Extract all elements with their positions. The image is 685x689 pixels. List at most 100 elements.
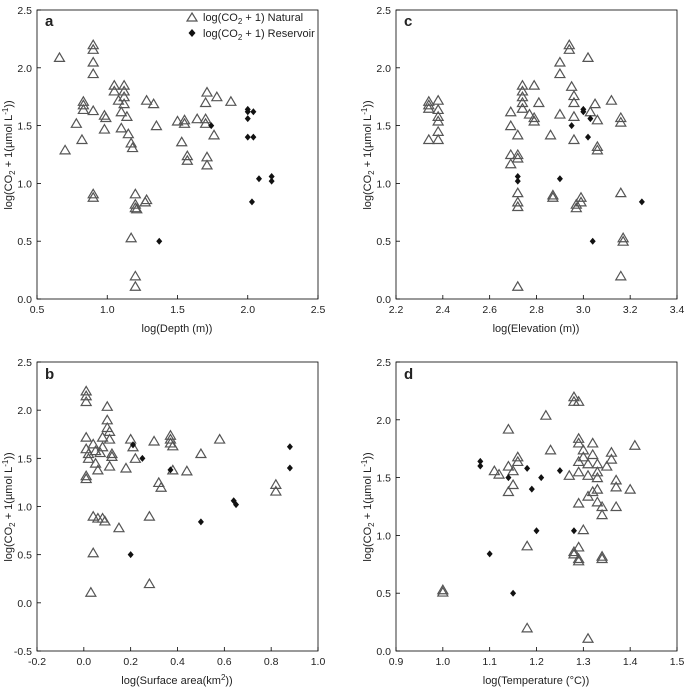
x-tick-label: 0.2 [123, 656, 138, 668]
natural-point [70, 117, 83, 128]
natural-point [511, 148, 524, 160]
natural-point [87, 438, 100, 449]
natural-point [546, 191, 559, 202]
reservoir-point [477, 462, 484, 470]
x-tick-label: 2.8 [529, 304, 544, 316]
natural-point [115, 106, 128, 117]
reservoir-point [486, 550, 493, 558]
x-tick-label: 3.2 [623, 304, 638, 316]
reservoir-point [139, 454, 146, 462]
reservoir-point [248, 198, 255, 206]
natural-point [605, 94, 618, 105]
natural-point [596, 550, 609, 561]
natural-point [422, 133, 435, 145]
y-tick-label: 2.0 [376, 415, 391, 427]
natural-point [118, 97, 131, 109]
natural-point [139, 196, 152, 207]
natural-point [502, 423, 515, 434]
natural-point [129, 198, 142, 209]
natural-point [166, 440, 179, 451]
y-tick-label: 0.0 [376, 646, 391, 658]
natural-point [118, 91, 131, 102]
natural-point [521, 622, 534, 633]
natural-point [191, 112, 204, 124]
natural-point [125, 232, 138, 243]
natural-point [504, 158, 517, 169]
natural-point [511, 200, 524, 212]
natural-point [143, 510, 156, 521]
natural-point [605, 446, 618, 457]
panel-letter: d [404, 366, 413, 383]
natural-point [436, 584, 449, 595]
x-tick-label: 0.0 [77, 656, 92, 668]
natural-point [523, 108, 536, 119]
natural-point [80, 385, 93, 396]
reservoir-point [268, 177, 275, 185]
natural-point [118, 85, 131, 96]
x-tick-label: 2.4 [436, 304, 451, 316]
natural-point [129, 280, 142, 291]
natural-point [553, 67, 566, 79]
natural-point [87, 510, 100, 521]
y-tick-label: 1.0 [376, 178, 391, 190]
natural-point [180, 465, 193, 476]
natural-point [581, 458, 595, 469]
natural-point [436, 586, 449, 597]
natural-point [80, 472, 93, 484]
reservoir-point [528, 485, 535, 493]
y-tick-label: 0.5 [376, 236, 391, 248]
natural-point [591, 114, 604, 125]
natural-point [207, 129, 221, 140]
panel-d: d log(Temperature (°C)) log(CO2 + 1(µmol… [360, 357, 684, 687]
y-tick-label: 1.5 [376, 121, 391, 133]
natural-point [624, 483, 637, 494]
reservoir-point [556, 175, 563, 183]
natural-point [504, 119, 517, 131]
natural-point [181, 154, 194, 165]
y-tick-label: 1.0 [17, 178, 32, 190]
natural-point [584, 106, 597, 117]
natural-point [617, 232, 630, 243]
panel-c: c log(Elevation (m)) log(CO2 + 1(µmol L-… [360, 5, 684, 335]
natural-point [567, 133, 581, 145]
natural-point [574, 191, 588, 202]
reservoir-point [524, 464, 531, 472]
natural-point [103, 460, 116, 471]
reservoir-point [244, 108, 251, 116]
natural-point [507, 464, 520, 476]
natural-point [572, 395, 585, 406]
reservoir-point [244, 133, 251, 141]
natural-point [140, 94, 153, 105]
natural-point [614, 186, 627, 198]
natural-point [572, 552, 585, 564]
y-tick-label: 2.5 [376, 357, 391, 369]
natural-point [504, 106, 517, 117]
y-tick-label: 2.5 [376, 5, 391, 17]
reservoir-point [167, 466, 174, 474]
natural-point [614, 270, 627, 281]
natural-point [82, 452, 95, 463]
natural-point [581, 469, 595, 480]
reservoir-point [570, 527, 577, 535]
reservoir-point [514, 177, 521, 185]
natural-point [591, 466, 604, 477]
natural-point [563, 469, 576, 480]
natural-point [77, 99, 90, 110]
natural-point [118, 79, 131, 90]
reservoir-point [156, 237, 163, 245]
natural-point [87, 56, 100, 67]
y-tick-label: 2.5 [17, 357, 32, 369]
natural-point [572, 497, 585, 508]
plot-frame [36, 9, 319, 300]
natural-point [600, 460, 613, 471]
natural-point [516, 91, 529, 102]
natural-point [577, 444, 590, 455]
natural-point [528, 115, 541, 126]
natural-point [596, 508, 609, 520]
natural-point [80, 469, 93, 481]
natural-point [567, 548, 581, 559]
natural-point [122, 128, 135, 139]
natural-point [147, 97, 160, 109]
natural-point [143, 577, 156, 589]
